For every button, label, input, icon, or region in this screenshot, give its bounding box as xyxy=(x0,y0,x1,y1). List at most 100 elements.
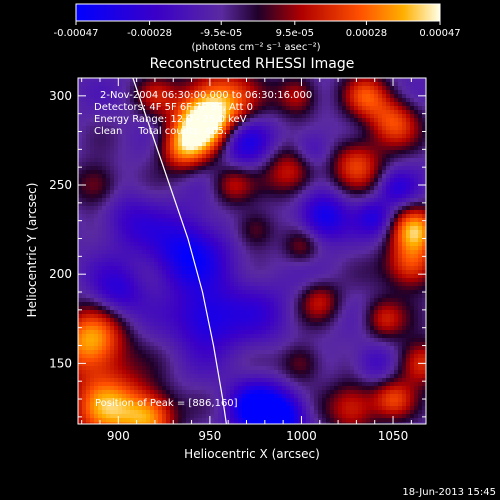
heatmap-cell xyxy=(418,278,422,282)
heatmap-cell xyxy=(346,282,350,286)
heatmap-cell xyxy=(366,262,370,266)
heatmap-cell xyxy=(114,86,118,90)
heatmap-cell xyxy=(278,210,282,214)
heatmap-cell xyxy=(414,138,418,142)
heatmap-cell xyxy=(186,194,190,198)
heatmap-cell xyxy=(314,262,318,266)
heatmap-cell xyxy=(386,210,390,214)
heatmap-cell xyxy=(114,110,118,114)
heatmap-cell xyxy=(330,162,334,166)
heatmap-cell xyxy=(350,138,354,142)
heatmap-cell xyxy=(150,78,154,82)
heatmap-cell xyxy=(114,170,118,174)
heatmap-cell xyxy=(150,182,154,186)
heatmap-cell xyxy=(370,270,374,274)
heatmap-cell xyxy=(310,178,314,182)
heatmap-cell xyxy=(82,210,86,214)
heatmap-cell xyxy=(94,98,98,102)
heatmap-cell xyxy=(410,278,414,282)
heatmap-cell xyxy=(102,226,106,230)
heatmap-cell xyxy=(250,146,254,150)
heatmap-cell xyxy=(262,262,266,266)
heatmap-cell xyxy=(206,150,210,154)
heatmap-cell xyxy=(366,146,370,150)
heatmap-cell xyxy=(270,82,274,86)
heatmap-cell xyxy=(234,210,238,214)
heatmap-cell xyxy=(238,194,242,198)
heatmap-cell xyxy=(146,106,150,110)
heatmap-cell xyxy=(198,250,202,254)
heatmap-cell xyxy=(282,102,286,106)
heatmap-cell xyxy=(358,122,362,126)
heatmap-cell xyxy=(394,302,398,306)
heatmap-cell xyxy=(210,110,214,114)
heatmap-cell xyxy=(414,154,418,158)
heatmap-cell xyxy=(298,82,302,86)
heatmap-cell xyxy=(110,286,114,290)
heatmap-cell xyxy=(170,106,174,110)
heatmap-cell xyxy=(226,174,230,178)
heatmap-cell xyxy=(286,298,290,302)
heatmap-cell xyxy=(222,86,226,90)
heatmap-cell xyxy=(294,142,298,146)
heatmap-cell xyxy=(370,282,374,286)
heatmap-cell xyxy=(106,106,110,110)
heatmap-cell xyxy=(78,262,82,266)
heatmap-cell xyxy=(338,194,342,198)
heatmap-cell xyxy=(126,130,130,134)
heatmap-cell xyxy=(398,286,402,290)
heatmap-cell xyxy=(174,90,178,94)
heatmap-cell xyxy=(238,94,242,98)
heatmap-cell xyxy=(130,222,134,226)
heatmap-cell xyxy=(130,282,134,286)
heatmap-cell xyxy=(262,246,266,250)
heatmap-cell xyxy=(298,198,302,202)
heatmap-cell xyxy=(210,94,214,98)
heatmap-cell xyxy=(126,90,130,94)
heatmap-cell xyxy=(142,158,146,162)
heatmap-cell xyxy=(218,130,222,134)
heatmap-cell xyxy=(254,246,258,250)
heatmap-cell xyxy=(110,226,114,230)
heatmap-cell xyxy=(206,90,210,94)
heatmap-cell xyxy=(174,214,178,218)
heatmap-cell xyxy=(406,266,410,270)
heatmap-cell xyxy=(382,166,386,170)
heatmap-cell xyxy=(146,202,150,206)
heatmap-cell xyxy=(398,150,402,154)
heatmap-cell xyxy=(166,78,170,82)
heatmap-cell xyxy=(98,258,102,262)
heatmap-cell xyxy=(234,90,238,94)
heatmap-cell xyxy=(302,170,306,174)
heatmap-cell xyxy=(106,134,110,138)
heatmap-cell xyxy=(82,294,86,298)
heatmap-cell xyxy=(358,286,362,290)
heatmap-cell xyxy=(378,186,382,190)
heatmap-cell xyxy=(210,198,214,202)
heatmap-cell xyxy=(402,242,406,246)
heatmap-cell xyxy=(290,218,294,222)
heatmap-cell xyxy=(154,302,158,306)
heatmap-cell xyxy=(350,266,354,270)
heatmap-cell xyxy=(302,290,306,294)
heatmap-cell xyxy=(182,286,186,290)
heatmap-cell xyxy=(110,150,114,154)
heatmap-cell xyxy=(262,230,266,234)
heatmap-cell xyxy=(174,142,178,146)
heatmap-cell xyxy=(346,122,350,126)
heatmap-cell xyxy=(398,166,402,170)
heatmap-cell xyxy=(78,106,82,110)
heatmap-cell xyxy=(326,138,330,142)
heatmap-cell xyxy=(178,202,182,206)
heatmap-cell xyxy=(398,234,402,238)
heatmap-cell xyxy=(118,142,122,146)
heatmap-cell xyxy=(154,106,158,110)
heatmap-cell xyxy=(186,82,190,86)
heatmap-cell xyxy=(102,258,106,262)
heatmap-cell xyxy=(142,198,146,202)
heatmap-cell xyxy=(366,162,370,166)
heatmap-cell xyxy=(354,266,358,270)
heatmap-cell xyxy=(114,226,118,230)
heatmap-cell xyxy=(346,278,350,282)
heatmap-cell xyxy=(350,106,354,110)
